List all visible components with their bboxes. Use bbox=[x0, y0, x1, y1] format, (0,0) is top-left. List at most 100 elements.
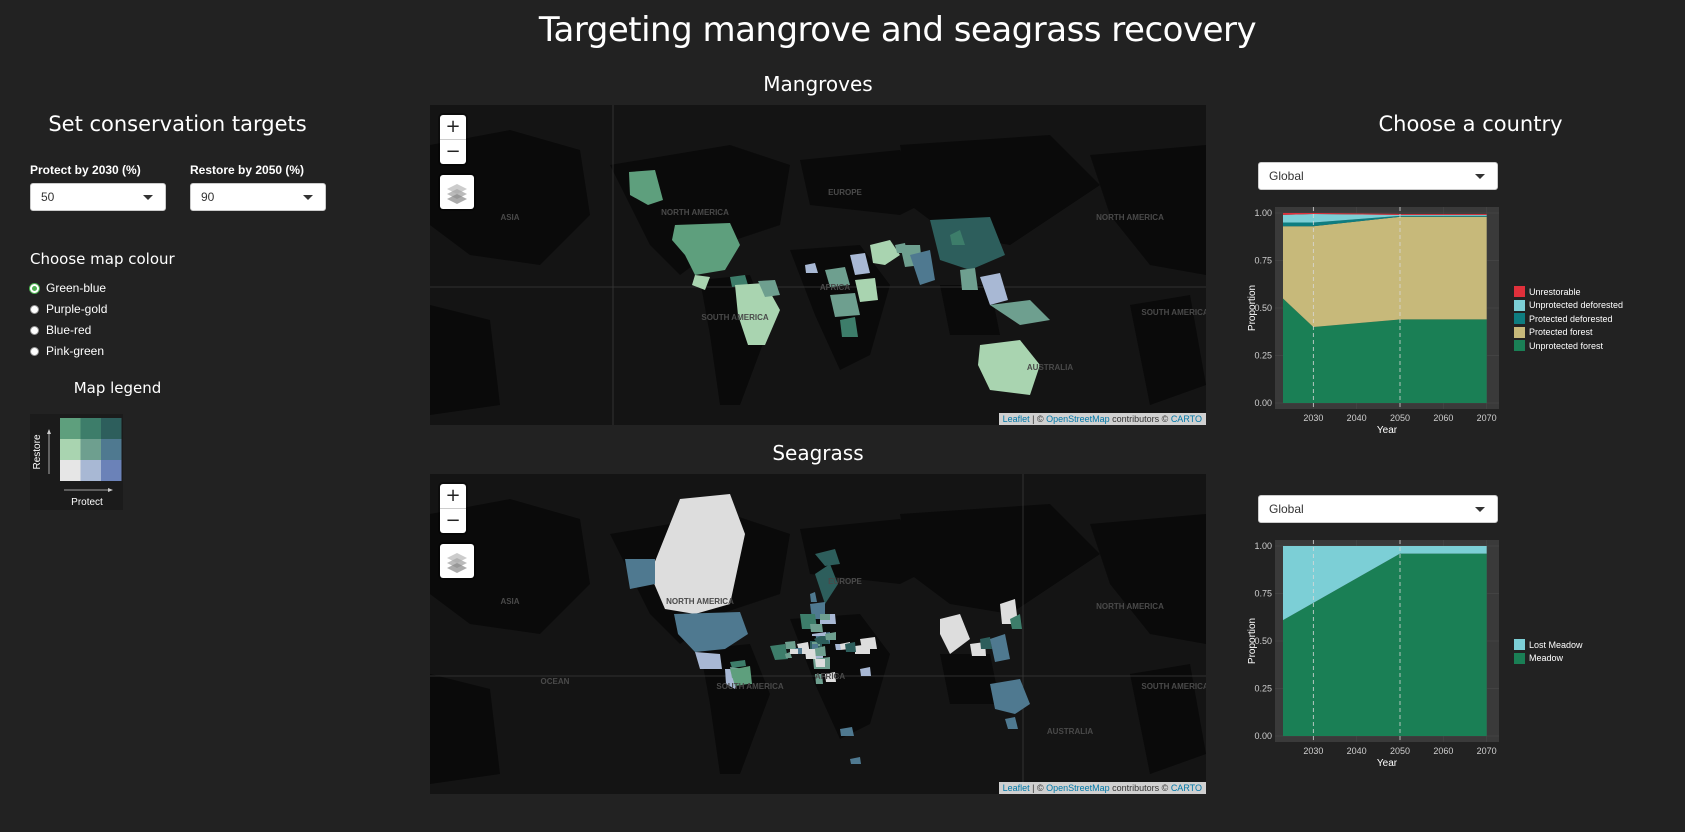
x-tick-label: 2030 bbox=[1303, 413, 1323, 423]
restore-value: 90 bbox=[201, 190, 215, 204]
y-tick-label: 0.50 bbox=[1254, 303, 1272, 313]
y-axis-label: Proportion bbox=[1247, 285, 1258, 331]
x-tick-label: 2070 bbox=[1477, 746, 1497, 756]
legend-label: Meadow bbox=[1529, 653, 1564, 664]
zoom-out-button[interactable]: − bbox=[445, 510, 461, 531]
legend-item: Meadow bbox=[1514, 652, 1583, 666]
map-place-label: ASIA bbox=[500, 213, 519, 222]
map-place-label: OCEAN bbox=[541, 677, 570, 686]
y-tick-label: 0.25 bbox=[1254, 351, 1272, 361]
mangroves-map[interactable]: ASIA NORTH AMERICA EUROPE AFRICA AUSTRALIA SO… bbox=[430, 105, 1206, 425]
leaflet-link[interactable]: Leaflet bbox=[1002, 414, 1030, 424]
radio-label: Blue-red bbox=[46, 323, 92, 337]
radio-selected-icon bbox=[30, 283, 39, 293]
radio-icon bbox=[30, 304, 39, 314]
radio-pink-green[interactable]: Pink-green bbox=[30, 344, 104, 358]
area-protected-deforested bbox=[1283, 215, 1487, 227]
y-tick-label: 0.75 bbox=[1254, 589, 1272, 599]
y-tick-label: 0.00 bbox=[1254, 398, 1272, 408]
y-tick-label: 0.75 bbox=[1254, 256, 1272, 266]
map-legend-heading: Map legend bbox=[73, 379, 162, 397]
legend-swatch bbox=[1514, 652, 1525, 664]
legend-label: Protected deforested bbox=[1529, 313, 1613, 324]
x-tick-label: 2040 bbox=[1347, 746, 1367, 756]
legend-label: Lost Meadow bbox=[1529, 639, 1583, 650]
legend-label: Unrestorable bbox=[1529, 286, 1581, 297]
leaflet-link[interactable]: Leaflet bbox=[1002, 783, 1030, 793]
legend-axis-restore: Restore bbox=[32, 434, 43, 469]
seagrass-map[interactable]: ASIA NORTH AMERICA EUROPE AFRICA SOUTH AMERI… bbox=[430, 474, 1206, 794]
page-title: Targeting mangrove and seagrass recovery bbox=[538, 10, 1257, 50]
radio-label: Purple-gold bbox=[46, 302, 108, 316]
radio-purple-gold[interactable]: Purple-gold bbox=[30, 302, 107, 316]
radio-blue-red[interactable]: Blue-red bbox=[30, 323, 91, 337]
x-tick-label: 2060 bbox=[1433, 413, 1453, 423]
seagrass-basemap: ASIA NORTH AMERICA EUROPE AFRICA SOUTH AMERI… bbox=[430, 474, 1206, 794]
chevron-down-icon bbox=[303, 195, 313, 200]
y-tick-label: 0.25 bbox=[1254, 684, 1272, 694]
legend-label: Unprotected deforested bbox=[1529, 300, 1624, 311]
radio-label: Green-blue bbox=[46, 281, 107, 295]
legend-cell bbox=[80, 418, 101, 439]
mangrove-chart: 0.00 0.25 0.50 0.75 1.00 2030 2040 2050 2060 2070… bbox=[1245, 203, 1500, 443]
layers-button[interactable] bbox=[440, 544, 474, 578]
legend-cell bbox=[60, 460, 81, 481]
restore-select[interactable]: 90 bbox=[190, 183, 326, 211]
y-tick-label: 0.00 bbox=[1254, 731, 1272, 741]
mangroves-title: Mangroves bbox=[763, 72, 873, 96]
legend-swatch bbox=[1514, 313, 1525, 325]
country-select-seagrass[interactable]: Global bbox=[1258, 495, 1498, 523]
legend-item: Protected forest bbox=[1514, 326, 1623, 340]
layers-icon bbox=[447, 184, 467, 204]
area-unprotected-forest bbox=[1283, 298, 1487, 403]
carto-link[interactable]: CARTO bbox=[1170, 414, 1202, 424]
zoom-out-button[interactable]: − bbox=[445, 141, 461, 162]
legend-item: Unrestorable bbox=[1514, 285, 1623, 299]
carto-link[interactable]: CARTO bbox=[1170, 783, 1202, 793]
map-place-label: EUROPE bbox=[828, 188, 862, 197]
legend-label: Protected forest bbox=[1529, 327, 1593, 338]
attribution-text: contributors © bbox=[1109, 414, 1171, 424]
osm-link[interactable]: OpenStreetMap bbox=[1046, 783, 1110, 793]
legend-swatch bbox=[1514, 326, 1525, 338]
map-place-label: SOUTH AMERICA bbox=[1141, 682, 1206, 691]
zoom-in-button[interactable]: + bbox=[440, 484, 466, 509]
map-place-label: AFRICA bbox=[820, 283, 850, 292]
map-place-label: AFRICA bbox=[815, 672, 845, 681]
country-select-mangroves[interactable]: Global bbox=[1258, 162, 1498, 190]
legend-cell bbox=[101, 439, 122, 460]
map-place-label: AUSTRALIA bbox=[1027, 363, 1073, 372]
y-tick-label: 1.00 bbox=[1254, 208, 1272, 218]
zoom-control: + − bbox=[440, 115, 466, 164]
radio-green-blue[interactable]: Green-blue bbox=[30, 281, 106, 295]
country-value: Global bbox=[1269, 169, 1304, 183]
legend-cell bbox=[101, 460, 122, 481]
legend-label: Unprotected forest bbox=[1529, 340, 1604, 351]
area-unprotected-deforested bbox=[1283, 213, 1487, 223]
map-place-label: SOUTH AMERICA bbox=[1141, 308, 1206, 317]
country-heading: Choose a country bbox=[1378, 112, 1563, 136]
area-lost-meadow bbox=[1283, 546, 1487, 621]
x-tick-label: 2040 bbox=[1347, 413, 1367, 423]
mangrove-chart-legend: Unrestorable Unprotected deforested Protec… bbox=[1514, 285, 1623, 353]
legend-item: Unprotected forest bbox=[1514, 339, 1623, 353]
map-colour-heading: Choose map colour bbox=[30, 250, 175, 268]
protect-label: Protect by 2030 (%) bbox=[30, 163, 141, 177]
osm-link[interactable]: OpenStreetMap bbox=[1046, 414, 1110, 424]
targets-heading: Set conservation targets bbox=[48, 112, 307, 136]
legend-cell bbox=[80, 439, 101, 460]
chevron-down-icon bbox=[1475, 174, 1485, 179]
zoom-control: + − bbox=[440, 484, 466, 533]
legend-cell bbox=[80, 460, 101, 481]
map-place-label: SOUTH AMERICA bbox=[716, 682, 783, 691]
legend-swatch bbox=[1514, 340, 1525, 352]
protect-select[interactable]: 50 bbox=[30, 183, 166, 211]
protect-value: 50 bbox=[41, 190, 55, 204]
seagrass-chart-legend: Lost Meadow Meadow bbox=[1514, 638, 1583, 665]
zoom-in-button[interactable]: + bbox=[440, 115, 466, 140]
area-protected-forest bbox=[1283, 216, 1487, 327]
legend-swatch bbox=[1514, 299, 1525, 311]
country-value: Global bbox=[1269, 502, 1304, 516]
layers-button[interactable] bbox=[440, 175, 474, 209]
map-place-label: NORTH AMERICA bbox=[1096, 213, 1164, 222]
